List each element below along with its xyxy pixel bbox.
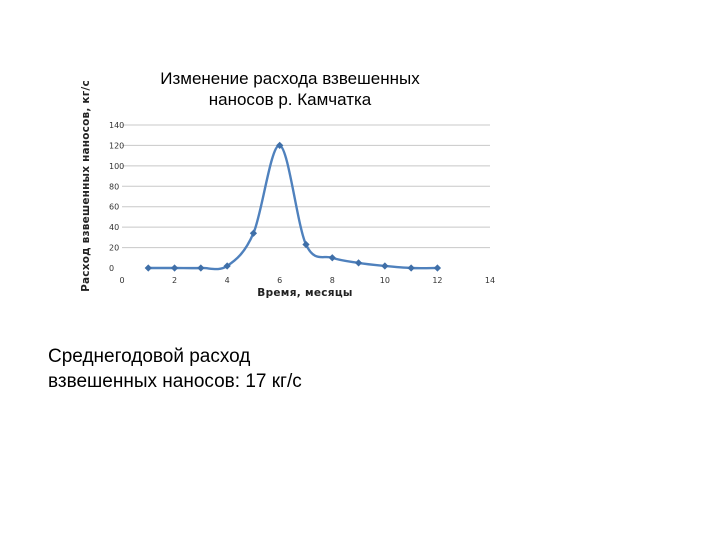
- x-tick-label: 4: [225, 276, 230, 285]
- data-point: [170, 264, 179, 272]
- data-point: [407, 264, 415, 272]
- chart-title-line-2: наносов р. Камчатка: [208, 90, 372, 109]
- data-point: [381, 262, 389, 270]
- y-tick-label: 140: [109, 121, 124, 130]
- data-point: [302, 240, 310, 249]
- data-point: [328, 254, 336, 262]
- series-line: [148, 144, 438, 271]
- x-tick-label: 12: [432, 276, 442, 285]
- x-tick-label: 8: [330, 276, 335, 285]
- data-point: [223, 262, 231, 270]
- data-point: [144, 264, 152, 272]
- data-point: [354, 259, 363, 267]
- x-axis-label: Время, месяцы: [257, 287, 353, 299]
- y-axis-label: Расход взвешенных наносов, кг/с: [80, 80, 92, 292]
- x-tick-label: 6: [277, 276, 282, 285]
- data-point: [433, 264, 442, 272]
- annual-average-caption: Среднегодовой расход взвешенных наносов:…: [48, 344, 408, 394]
- y-tick-label: 120: [109, 141, 124, 150]
- chart-title-line-1: Изменение расхода взвешенных: [160, 69, 420, 88]
- chart-title: Изменение расхода взвешенных наносов р. …: [130, 68, 450, 110]
- x-tick-label: 2: [172, 276, 177, 285]
- data-point: [276, 141, 284, 150]
- y-tick-label: 40: [109, 223, 119, 232]
- x-tick-label: 0: [119, 276, 124, 285]
- y-tick-label: 100: [109, 162, 124, 171]
- x-tick-label: 10: [380, 276, 390, 285]
- y-tick-label: 80: [109, 182, 119, 191]
- data-point: [197, 264, 205, 272]
- y-tick-label: 20: [109, 244, 119, 253]
- y-tick-label: 0: [109, 264, 114, 273]
- caption-line-1: Среднегодовой расход: [48, 346, 251, 367]
- y-tick-label: 60: [109, 203, 119, 212]
- data-point: [249, 229, 258, 237]
- x-tick-label: 14: [485, 276, 495, 285]
- caption-line-2: взвешенных наносов: 17 кг/с: [48, 371, 302, 392]
